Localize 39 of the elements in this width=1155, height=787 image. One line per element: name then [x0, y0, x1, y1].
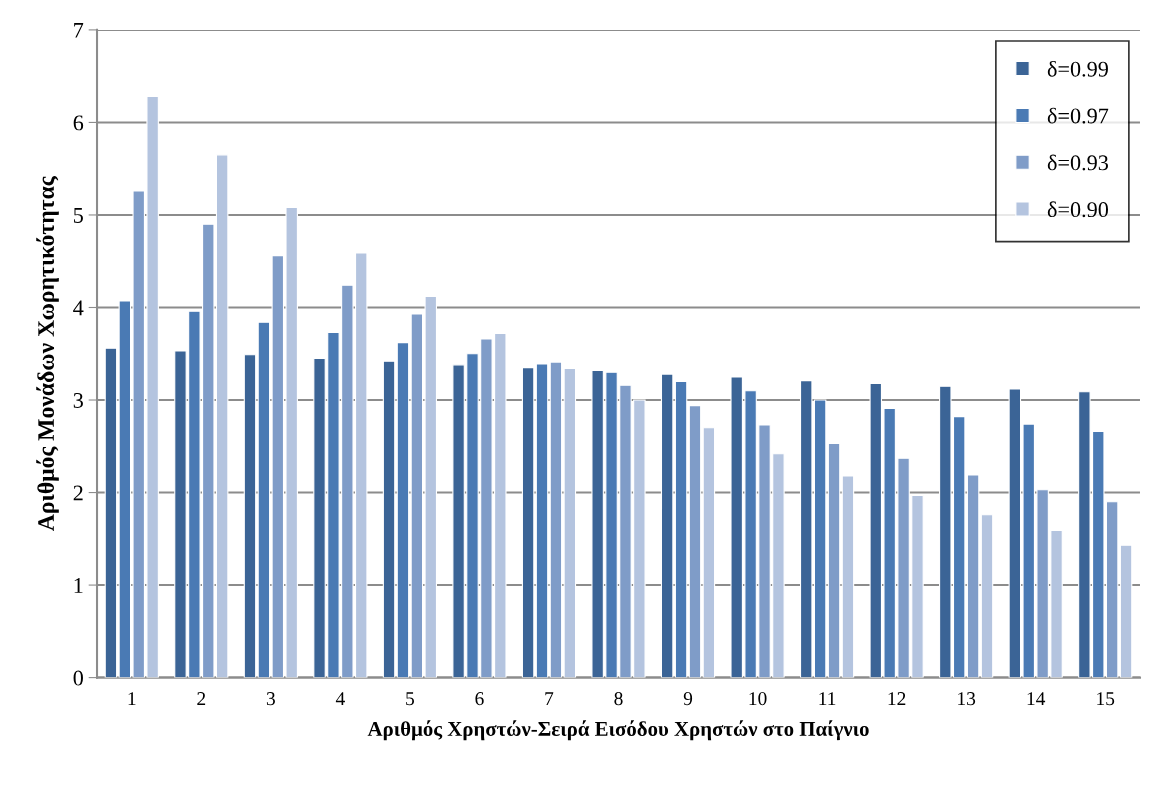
x-tick-label: 12 — [888, 692, 906, 705]
bar — [841, 475, 855, 678]
x-tick-label: 8 — [614, 692, 623, 706]
y-tick-label: 0 — [73, 670, 83, 686]
bar — [521, 367, 535, 678]
x-tick-label: 11 — [819, 692, 836, 705]
bar — [243, 354, 257, 678]
legend-label: δ=0.90 — [1047, 201, 1109, 218]
x-tick-label: 10 — [749, 692, 767, 706]
bar — [980, 514, 994, 678]
x-tick-label: 13 — [958, 692, 976, 706]
y-tick-label: 6 — [73, 115, 84, 131]
x-tick-label: 6 — [475, 692, 484, 706]
y-tick-label: 5 — [74, 208, 83, 223]
x-tick-label: 2 — [197, 692, 206, 705]
x-tick-label: 9 — [683, 692, 693, 706]
y-tick-label: 1 — [74, 578, 83, 593]
bar — [396, 342, 410, 678]
y-axis-title: Αριθμός Μονάδων Χωρητικότητας — [36, 176, 59, 531]
bar — [702, 427, 716, 678]
bar — [688, 405, 702, 678]
x-tick-label: 4 — [335, 692, 345, 705]
y-tick-label: 4 — [73, 300, 84, 316]
x-tick-label: 14 — [1027, 692, 1046, 705]
bar — [827, 442, 841, 678]
y-tick-label: 7 — [74, 23, 84, 38]
legend-label: δ=0.99 — [1047, 60, 1108, 77]
x-tick-label: 5 — [406, 692, 415, 706]
y-tick-label: 3 — [73, 393, 83, 408]
x-tick-label: 3 — [266, 692, 275, 706]
y-tick-label: 2 — [73, 485, 83, 501]
x-tick-label: 15 — [1097, 692, 1115, 706]
x-tick-label: 7 — [545, 692, 554, 705]
x-tick-label: 1 — [128, 692, 136, 705]
x-axis-title: Αριθμός Χρηστών-Σειρά Εισόδου Χρηστών στο Παίγνιο — [367, 720, 869, 741]
bar — [535, 363, 549, 678]
bar — [382, 360, 396, 678]
legend-label: δ=0.93 — [1047, 154, 1109, 171]
legend-label: δ=0.97 — [1047, 107, 1109, 124]
